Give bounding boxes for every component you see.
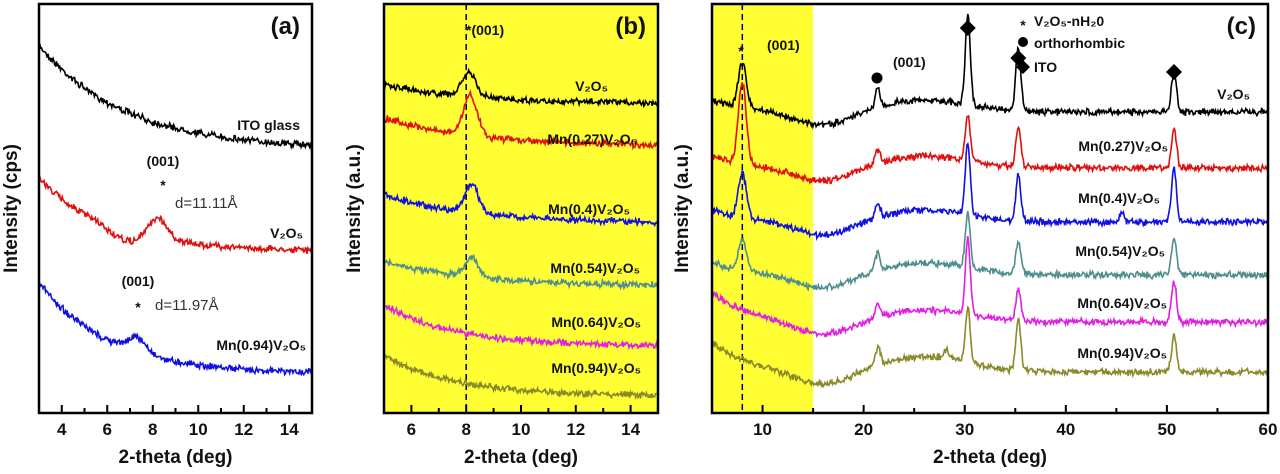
series-label: Mn(0.4)V₂O₅ (548, 201, 630, 217)
legend-diamond-icon (1016, 60, 1030, 74)
panel-0 (37, 2, 314, 415)
x-tick-label: 10 (753, 420, 772, 439)
x-tick-label: 10 (189, 420, 208, 439)
peak-annotation: (001) (147, 153, 180, 169)
x-axis-label: 2-theta (deg) (119, 447, 233, 468)
x-tick-label: 14 (621, 420, 640, 439)
orthorhombic-marker (871, 72, 883, 84)
series-line-1 (711, 82, 1269, 186)
series-label: Mn(0.64)V₂O₅ (1077, 295, 1167, 311)
plot-frame (710, 2, 1270, 415)
series-label: Mn(0.54)V₂O₅ (550, 260, 640, 276)
x-tick-label: 6 (103, 420, 112, 439)
series-label-ito: ITO glass (237, 117, 300, 133)
plot-frame (37, 2, 314, 415)
x-tick-label: 40 (1056, 420, 1075, 439)
series-line-3 (711, 210, 1269, 293)
asterisk-marker: * (160, 177, 166, 193)
peak-annotation: *(001) (466, 22, 504, 38)
x-tick-label: 4 (57, 420, 67, 439)
x-tick-label: 12 (234, 420, 253, 439)
series-label-mn094: Mn(0.94)V₂O₅ (216, 337, 306, 353)
x-tick-label: 8 (148, 420, 157, 439)
series-line-3 (383, 253, 659, 291)
x-tick-label: 30 (955, 420, 974, 439)
x-tick-label: 12 (566, 420, 585, 439)
x-tick-label: 10 (512, 420, 531, 439)
series-label: V₂O₅ (575, 78, 608, 94)
series-label-v2o5: V₂O₅ (270, 225, 303, 241)
highlight-region (712, 4, 814, 413)
peak-annotation: (001) (767, 37, 800, 53)
x-axis-label: 2-theta (deg) (464, 447, 578, 468)
x-axis-label: 2-theta (deg) (933, 447, 1047, 468)
series-line-2 (711, 142, 1269, 242)
series-line-1 (38, 175, 312, 255)
series-label: Mn(0.27)V₂O₅ (1078, 138, 1168, 154)
series-label: Mn(0.4)V₂O₅ (1078, 190, 1160, 206)
series-label: V₂O₅ (1217, 86, 1250, 102)
series-line-1 (383, 89, 659, 151)
legend-label: orthorhombic (1034, 35, 1125, 51)
series-line-0 (38, 43, 313, 152)
asterisk-marker: * (135, 299, 141, 315)
plot-frame (382, 2, 660, 415)
ito-marker (959, 20, 976, 36)
y-axis-label: Intensity (a.u.) (344, 144, 365, 273)
panel-label: (b) (615, 13, 646, 40)
legend-asterisk-icon: * (1020, 17, 1026, 33)
d-spacing-label: d=11.11Å (175, 195, 237, 212)
ito-marker (1165, 64, 1182, 80)
y-axis-label: Intensity (cps) (1, 144, 22, 273)
y-axis-label: Intensity (a.u.) (672, 144, 693, 273)
series-line-4 (383, 304, 659, 351)
series-label: Mn(0.27)V₂O₅ (547, 131, 637, 147)
peak-annotation: (001) (893, 54, 926, 70)
x-tick-label: 14 (280, 420, 299, 439)
asterisk-marker: * (738, 43, 744, 59)
series-label: Mn(0.64)V₂O₅ (551, 314, 641, 330)
peak-annotation: (001) (122, 273, 155, 289)
series-line-4 (712, 235, 1269, 338)
x-tick-label: 20 (854, 420, 873, 439)
panel-1 (382, 2, 660, 415)
legend-circle-icon (1018, 37, 1028, 47)
x-tick-label: 50 (1157, 420, 1176, 439)
series-line-5 (383, 354, 659, 400)
series-label: Mn(0.94)V₂O₅ (551, 360, 641, 376)
series-line-2 (383, 182, 659, 228)
series-line-5 (711, 305, 1269, 389)
series-label: Mn(0.94)V₂O₅ (1077, 345, 1167, 361)
x-tick-label: 60 (1259, 420, 1278, 439)
series-line-0 (383, 67, 659, 109)
panel-2 (710, 2, 1270, 415)
panel-label: (c) (1227, 13, 1256, 40)
series-label: Mn(0.54)V₂O₅ (1075, 243, 1165, 259)
d-spacing-label: d=11.97Å (155, 297, 219, 314)
series-line-2 (38, 282, 313, 377)
x-tick-label: 8 (461, 420, 470, 439)
legend-label: ITO (1034, 59, 1057, 75)
x-tick-label: 6 (407, 420, 416, 439)
legend-label: V₂O₅-nH₂0 (1034, 13, 1104, 29)
panel-label: (a) (271, 13, 300, 40)
